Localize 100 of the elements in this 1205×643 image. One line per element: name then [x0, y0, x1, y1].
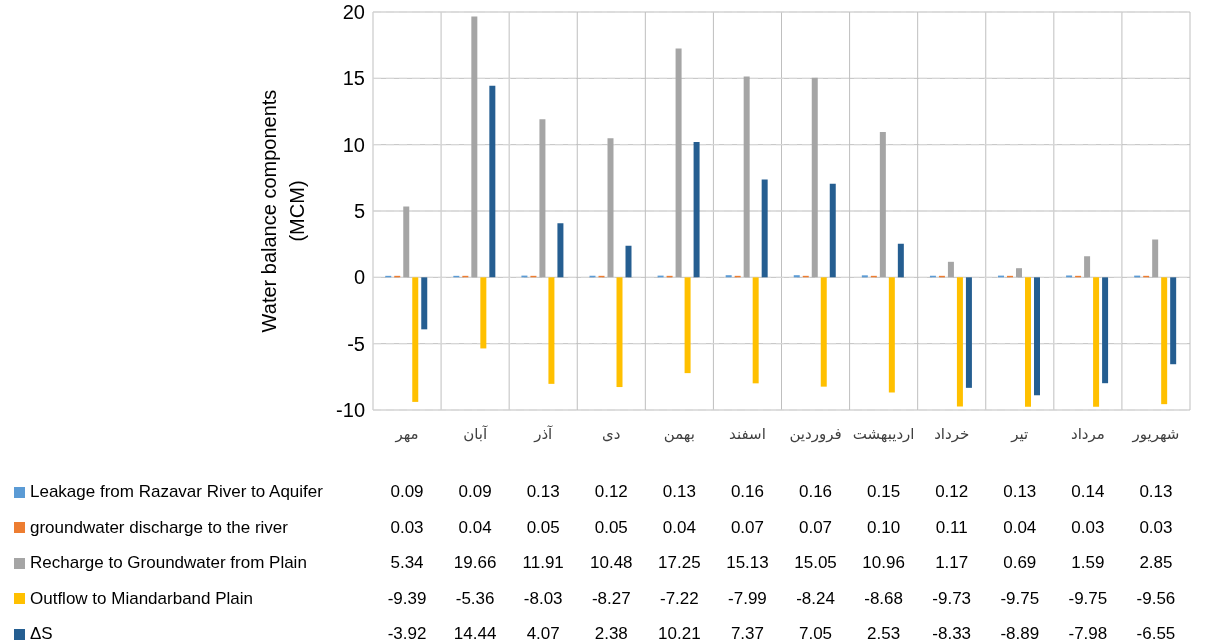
legend-label: Recharge to Groundwater from Plain [30, 553, 307, 573]
data-label: 15.05 [793, 553, 838, 573]
data-label: -5.36 [454, 588, 496, 609]
data-label: 0.05 [593, 517, 629, 538]
bar [539, 119, 546, 278]
bar [421, 277, 428, 330]
data-label: 7.37 [729, 624, 765, 643]
bar [752, 277, 759, 384]
data-label: -7.22 [659, 588, 700, 609]
data-label: 4.07 [525, 624, 561, 643]
data-label: 0.15 [866, 482, 902, 502]
x-tick-label: اسفند [729, 424, 766, 443]
y-tick-label: -5 [347, 332, 365, 355]
bar [480, 277, 487, 349]
x-tick-label: آبان [463, 424, 488, 443]
y-tick-label: 20 [342, 1, 365, 24]
data-label: 10.96 [861, 553, 906, 573]
bar [471, 16, 478, 278]
y-tick-label: 10 [342, 133, 365, 156]
bar [947, 261, 954, 278]
bar [1170, 277, 1177, 365]
x-tick-label: آذر [533, 424, 554, 443]
data-label: 0.07 [798, 517, 834, 538]
data-label: 15.13 [725, 553, 770, 573]
data-label: -8.89 [999, 624, 1041, 643]
data-label: 0.04 [457, 517, 493, 538]
x-tick-label: مهر [394, 424, 419, 443]
data-label: -9.39 [386, 588, 428, 609]
bar [412, 277, 419, 402]
y-tick-label: -10 [336, 399, 365, 422]
bar [1025, 277, 1032, 407]
data-label: -6.55 [1135, 624, 1177, 643]
legend-label: Outflow to Miandarband Plain [30, 588, 254, 609]
data-label: 0.13 [661, 482, 697, 502]
data-label: 2.38 [593, 624, 629, 643]
x-tick-label: تیر [1010, 424, 1029, 443]
bar [1034, 277, 1041, 396]
x-tick-label: خرداد [934, 424, 970, 443]
x-tick-label: مرداد [1070, 424, 1105, 443]
data-label: 0.04 [661, 517, 697, 538]
bar [1161, 277, 1168, 405]
data-label: 0.04 [1002, 517, 1038, 538]
data-label: 7.05 [798, 624, 834, 643]
bar [879, 131, 886, 278]
bar [829, 183, 836, 278]
y-tick-label: 5 [353, 200, 365, 223]
bar [675, 48, 682, 278]
legend-label: groundwater discharge to the river [30, 517, 288, 538]
bar [965, 277, 972, 388]
bar [1152, 239, 1159, 278]
legend-label: ΔS [30, 624, 53, 643]
data-label: 0.09 [389, 482, 425, 502]
bar [489, 85, 496, 278]
data-label: 1.59 [1070, 553, 1106, 573]
data-label: 0.07 [729, 517, 765, 538]
bar [811, 77, 818, 278]
data-label: 17.25 [657, 553, 702, 573]
data-label: 11.91 [521, 553, 565, 573]
bar [693, 141, 700, 278]
data-label: 0.13 [1138, 482, 1174, 502]
bar [820, 277, 827, 387]
data-label: 14.44 [452, 624, 498, 643]
data-label: 0.03 [1070, 517, 1106, 538]
data-label: -9.75 [1067, 588, 1109, 609]
bar [557, 223, 564, 278]
bar [607, 138, 614, 278]
bar [1093, 277, 1100, 407]
data-label: 0.12 [593, 482, 629, 502]
data-label: -7.98 [1067, 624, 1109, 643]
bar [761, 179, 768, 278]
y-tick-label: 0 [353, 266, 365, 289]
bar [743, 76, 750, 278]
bar [1084, 256, 1091, 278]
data-label: 10.21 [657, 624, 702, 643]
data-label: 2.53 [866, 624, 902, 643]
bar [725, 275, 732, 278]
data-label: 0.14 [1070, 482, 1106, 502]
bar [888, 277, 895, 393]
x-tick-label: بهمن [663, 424, 695, 443]
data-label: 0.03 [389, 517, 425, 538]
y-axis-title: Water balance components (MCM) [257, 88, 309, 335]
x-tick-label: اردیبهشت [852, 424, 915, 443]
bar [897, 243, 904, 278]
data-label: 0.16 [798, 482, 834, 502]
bar [616, 277, 623, 388]
data-label: 1.17 [934, 553, 970, 573]
data-label: -8.03 [522, 588, 564, 609]
data-label: -8.68 [863, 588, 904, 609]
x-tick-label: شهریور [1131, 424, 1180, 443]
x-tick-label: فروردین [789, 424, 842, 443]
data-label: -3.92 [386, 624, 428, 643]
data-label: 0.05 [525, 517, 561, 538]
data-label: -8.33 [931, 624, 973, 643]
y-tick-label: 15 [342, 67, 365, 90]
data-label: 0.10 [866, 517, 902, 538]
data-label: 0.13 [1002, 482, 1038, 502]
data-label: 0.12 [934, 482, 970, 502]
bar [548, 277, 555, 384]
data-label: 19.66 [452, 553, 498, 573]
data-label: 0.11 [934, 517, 969, 538]
